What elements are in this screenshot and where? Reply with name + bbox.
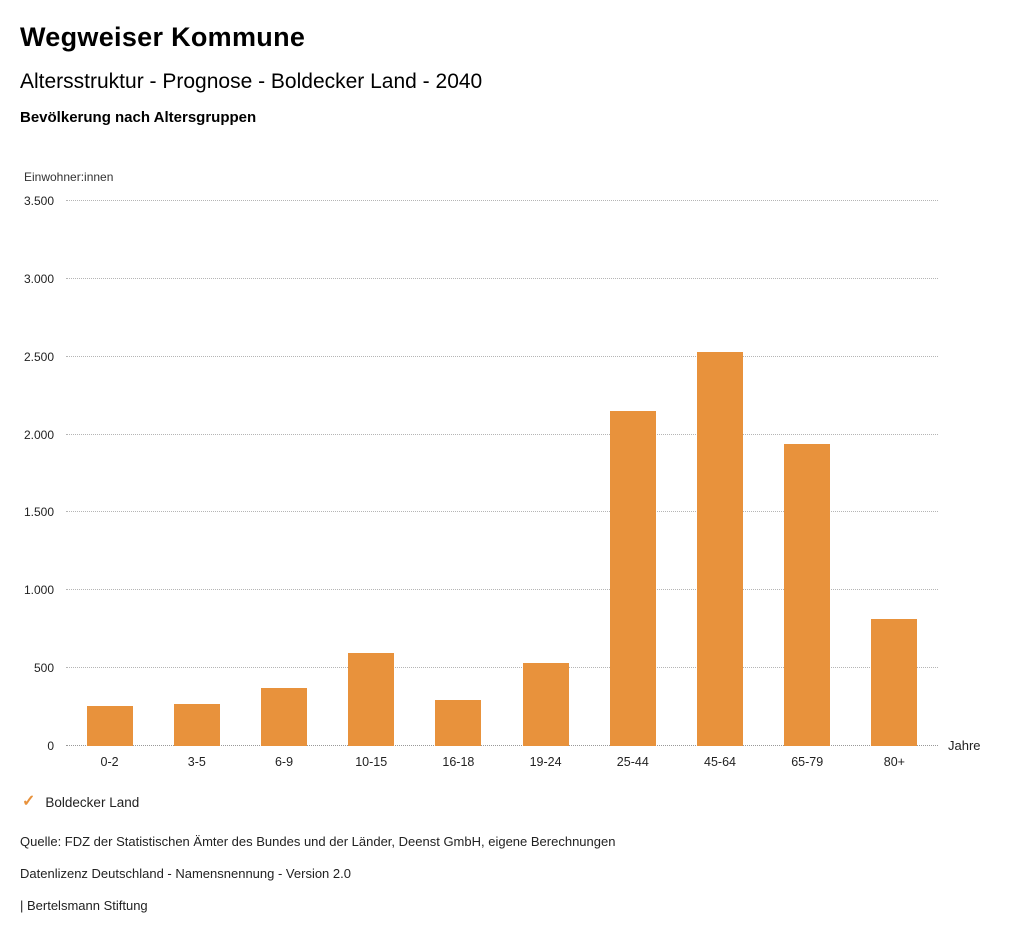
y-tick-label-2000: 2.000 [23, 427, 54, 442]
gridline-2000: 2.000 [24, 428, 938, 442]
x-tick-label-45-64: 45-64 [704, 755, 736, 769]
x-tick-label-80+: 80+ [883, 755, 905, 769]
gridline-3000: 3.000 [24, 272, 938, 286]
x-tick-label-16-18: 16-18 [442, 755, 475, 769]
bar-80+[interactable] [871, 619, 918, 746]
gridline-1500: 1.500 [24, 505, 938, 519]
x-tick-label-65-79: 65-79 [791, 755, 824, 769]
legend-item-boldecker-land[interactable]: ✓ Boldecker Land [22, 794, 1004, 810]
bar-0-2[interactable] [86, 705, 133, 746]
x-axis-unit-label: Jahre [948, 738, 981, 753]
gridline-500: 500 [34, 661, 938, 675]
y-tick-label-500: 500 [33, 661, 54, 676]
bar-10-15[interactable] [348, 652, 395, 746]
x-tick-label-6-9: 6-9 [274, 755, 294, 769]
page-title: Altersstruktur - Prognose - Boldecker La… [20, 70, 483, 93]
gridline-1000: 1.000 [24, 583, 938, 597]
bar-16-18[interactable] [435, 700, 482, 746]
plot-area: Jahre 0 500 1.000 1.500 2.000 2.500 3.000 3.500… [24, 194, 981, 769]
y-tick-label-3000: 3.000 [23, 271, 54, 286]
legend-label: Boldecker Land [45, 794, 140, 810]
y-tick-label-3500: 3.500 [23, 194, 54, 208]
bar-6-9[interactable] [261, 688, 307, 746]
bar-3-5[interactable] [173, 703, 220, 746]
x-tick-label-3-5: 3-5 [187, 755, 206, 769]
x-tick-label-25-44: 25-44 [616, 755, 649, 769]
y-tick-label-1000: 1.000 [23, 583, 54, 598]
gridline-2500: 2.500 [24, 350, 938, 364]
x-tick-label-0-2: 0-2 [100, 755, 119, 769]
check-icon: ✓ [22, 793, 36, 810]
y-axis-unit-label: Einwohner:innen [24, 170, 114, 184]
source-text: Quelle: FDZ der Statistischen Ämter des … [20, 834, 616, 849]
bar-19-24[interactable] [522, 663, 569, 746]
y-tick-label-0: 0 [47, 739, 54, 753]
bar-65-79[interactable] [784, 443, 831, 746]
bar-45-64[interactable] [697, 352, 743, 746]
bar-chart: Jahre 0 500 1.000 1.500 2.000 2.500 3.000 3.500… [20, 194, 1004, 769]
y-tick-label-1500: 1.500 [23, 505, 54, 520]
bar-25-44[interactable] [609, 411, 656, 746]
attribution-text: | Bertelsmann Stiftung [20, 898, 148, 913]
y-tick-label-2500: 2.500 [23, 349, 54, 364]
x-tick-label-19-24: 19-24 [529, 755, 562, 769]
footer: Quelle: FDZ der Statistischen Ämter des … [20, 834, 1004, 913]
x-tick-label-10-15: 10-15 [355, 755, 388, 769]
license-text: Datenlizenz Deutschland - Namensnennung … [20, 866, 351, 881]
gridline-3500: 3.500 [24, 194, 938, 208]
gridline-0: 0 [47, 739, 938, 753]
chart-title: Bevölkerung nach Altersgruppen [20, 109, 257, 126]
app-title: Wegweiser Kommune [20, 22, 306, 52]
